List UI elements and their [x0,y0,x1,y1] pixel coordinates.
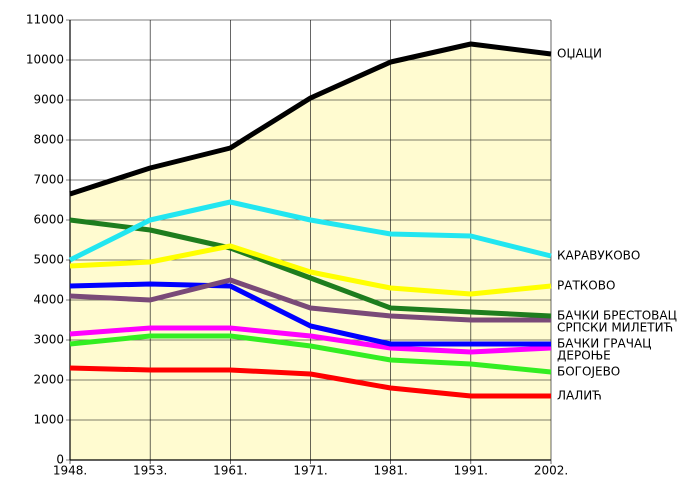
y-tick-label: 1000 [33,413,64,427]
series-line [69,41,552,197]
series-label: РАТКОВО [557,279,615,293]
y-tick-label: 2000 [33,373,64,387]
series-line [69,281,551,347]
x-tick-label: 1953. [133,464,167,478]
series-label: ДЕРОЊЕ [557,349,611,363]
y-tick-label: 9000 [33,93,64,107]
y-tick-label: 11000 [26,13,64,27]
series-label: ЛАЛИЋ [557,389,602,403]
series-line [69,277,551,323]
x-tick-label: 1961. [213,464,247,478]
y-tick-label: 10000 [26,53,64,67]
y-tick-label: 0 [56,453,64,467]
series-label: ОЏАЦИ [557,47,602,61]
series-line [69,243,552,297]
series-label: БОГОЈЕВО [557,365,620,379]
y-tick-label: 6000 [33,213,64,227]
y-tick-label: 7000 [33,173,64,187]
series-label: КАРАВУКОВО [557,249,640,263]
series-line [69,217,552,319]
series-label: БАЧКИ ГРАЧАЦ [557,337,652,351]
x-tick-label: 1971. [293,464,327,478]
x-tick-label: 1948. [53,464,87,478]
y-tick-label: 5000 [33,253,64,267]
y-tick-label: 3000 [33,333,64,347]
series-line [69,365,551,399]
y-tick-label: 8000 [33,133,64,147]
series-line [69,333,552,375]
series-label: СРПСКИ МИЛЕТИЋ [557,321,673,335]
x-tick-label: 2002. [534,464,568,478]
series-line [68,199,552,263]
x-tick-label: 1991. [454,464,488,478]
y-tick-label: 4000 [33,293,64,307]
x-tick-label: 1981. [373,464,407,478]
series-line [69,325,552,355]
series-label: БАЧКИ БРЕСТОВАЦ [557,309,677,323]
